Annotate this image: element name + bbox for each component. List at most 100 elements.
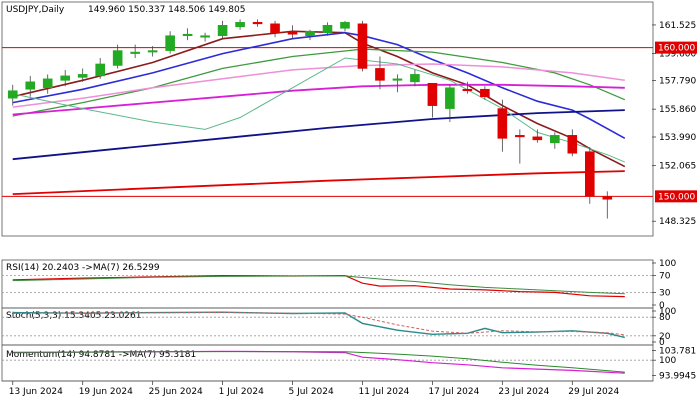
time-axis: 13 Jun 2024 19 Jun 2024 25 Jun 2024 1 Jul 2… [2,380,653,397]
candle [462,81,473,94]
moving-average-line-6 [12,170,625,195]
stochastic-series-line-0 [12,311,625,339]
time-tick-label: 1 Jul 2024 [219,387,264,397]
moving-average-line-0 [12,30,626,168]
candle-body [480,88,490,97]
rsi-series-line-0 [12,274,625,298]
momentum-label: Momentum(14) 94.8781 ->MA(7) 95.3181 [6,350,196,360]
candle [357,20,368,72]
ohlc-readout: 149.960 150.337 148.506 149.805 [88,5,245,15]
price-tick-label: 161.525 [659,21,696,31]
candle [130,44,140,59]
moving-average-line-5 [12,109,625,161]
horizontal-level-lines [2,47,653,197]
candle-body [497,108,508,139]
time-tick-label: 29 Jul 2024 [568,387,619,397]
candle-body [95,63,105,77]
candle [497,99,508,152]
candle [42,74,53,94]
stochastic-tick-label: 20 [659,332,671,342]
price-panel: USDJPY,Daily 149.960 150.337 148.506 149… [1,1,654,237]
candle [95,58,105,79]
price-tick-label: 159.600 [659,50,696,60]
candle [392,74,403,93]
candle [7,84,18,106]
candle [235,19,245,30]
momentum-tick-label: 100 [659,356,676,366]
candle [77,68,88,82]
momentum-tick-label: 93.9945 [659,371,696,381]
candle [217,20,228,39]
candle-body [60,75,71,81]
candle-body [532,136,543,141]
time-tick-label: 5 Jul 2024 [289,387,334,397]
candle [427,83,438,118]
momentum-series-line-1 [12,351,625,373]
price-tick-label: 157.790 [659,76,696,86]
candle-body [584,151,595,197]
candle [305,29,315,41]
candle [515,129,525,164]
candle-body [410,74,420,83]
candle [445,84,455,122]
price-panel-frame [1,1,654,237]
candle-body [515,135,525,138]
rsi-series-line-1 [12,275,625,295]
candle-body [130,51,140,54]
candle [200,32,210,42]
momentum-tick-label: 103.781 [659,347,696,357]
candle-body [77,74,88,78]
candle [165,31,175,54]
rsi-tick-label: 100 [659,259,676,269]
price-tag-label-1: 150.000 [658,192,695,202]
chart-symbol-label: USDJPY,Daily [6,5,65,15]
moving-average-line-7 [12,57,625,163]
candle-body [217,25,228,37]
candle [550,132,560,149]
candle-body [392,78,403,81]
candle [340,20,350,32]
price-tag-label-0: 160.000 [658,44,695,54]
candle-body [567,135,578,154]
candle-body [305,30,315,37]
price-axis: 161.525 159.600 157.790 155.860 153.990 152.0… [652,21,696,227]
price-tick-label: 155.860 [659,105,696,115]
price-tick-label: 153.990 [659,133,696,143]
time-tick-label: 11 Jul 2024 [358,387,409,397]
candle [410,69,420,87]
candle-body [287,30,298,35]
candle-body [445,87,455,109]
candle-body [182,33,193,37]
candle [532,129,543,143]
candle [480,86,490,100]
candle-body [375,68,385,81]
time-tick-label: 23 Jul 2024 [498,387,549,397]
momentum-panel: Momentum(14) 94.8781 ->MA(7) 95.3181 103… [1,344,696,381]
price-tick-label: 148.325 [659,217,696,227]
candle-body [200,35,210,38]
stochastic-tick-label: 80 [659,313,671,323]
candlestick-series [7,19,613,219]
candle-body [25,81,36,90]
candle-body [42,78,53,89]
candle [375,56,385,90]
stochastic-label: Stoch(5,3,3) 15.3405 23.0261 [6,311,141,321]
candle-body [252,22,263,25]
candle-body [270,23,280,34]
candle-body [357,23,368,69]
price-tag-box-0 [655,41,697,54]
candle [60,69,71,87]
moving-average-line-1 [12,31,626,140]
candle-body [340,22,350,29]
time-tick-label: 13 Jun 2024 [9,387,63,397]
moving-average-lines [12,30,626,195]
stochastic-tick-label: 100 [659,307,676,317]
price-tick-label: 152.065 [659,162,696,172]
candle-body [235,22,245,28]
rsi-tick-label: 0 [659,301,665,311]
rsi-label: RSI(14) 20.2403 ->MA(7) 26.5299 [6,263,160,273]
rsi-tick-label: 70 [659,272,671,282]
